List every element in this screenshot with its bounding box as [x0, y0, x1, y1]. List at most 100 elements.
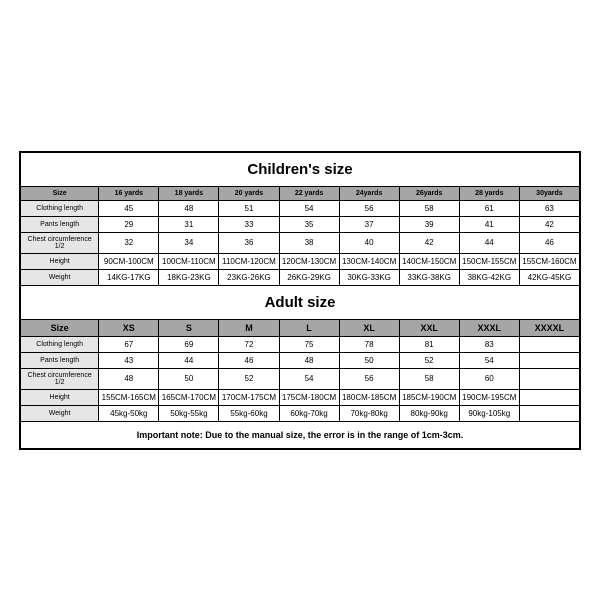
adult-cell-4-1: 45kg-50kg: [99, 405, 159, 421]
adult-cell-3-8: [519, 389, 579, 405]
children-cell-3-1: 90CM-100CM: [99, 253, 159, 269]
adult-cell-1-7: 54: [459, 352, 519, 368]
children-header-col-1: 16 yards: [99, 186, 159, 200]
adult-rowlabel-1: Pants length: [21, 352, 99, 368]
children-cell-4-7: 38KG-42KG: [459, 269, 519, 285]
adult-cell-0-4: 75: [279, 336, 339, 352]
adult-cell-3-5: 180CM-185CM: [339, 389, 399, 405]
children-header-size: Size: [21, 186, 99, 200]
adult-cell-1-6: 52: [399, 352, 459, 368]
adult-header-col-8: XXXXL: [519, 319, 579, 336]
children-cell-2-6: 42: [399, 232, 459, 253]
adult-header-col-6: XXL: [399, 319, 459, 336]
adult-cell-2-4: 54: [279, 368, 339, 389]
adult-cell-2-6: 58: [399, 368, 459, 389]
children-cell-3-8: 155CM-160CM: [519, 253, 579, 269]
adult-cell-2-7: 60: [459, 368, 519, 389]
children-header-col-5: 24yards: [339, 186, 399, 200]
children-cell-1-3: 33: [219, 216, 279, 232]
adult-cell-0-2: 69: [159, 336, 219, 352]
adult-cell-0-3: 72: [219, 336, 279, 352]
adult-cell-4-4: 60kg-70kg: [279, 405, 339, 421]
children-rowlabel-1: Pants length: [21, 216, 99, 232]
children-cell-2-2: 34: [159, 232, 219, 253]
children-header-col-8: 30yards: [519, 186, 579, 200]
adult-cell-2-8: [519, 368, 579, 389]
adult-header-col-3: M: [219, 319, 279, 336]
adult-cell-2-2: 50: [159, 368, 219, 389]
adult-rowlabel-3: Height: [21, 389, 99, 405]
adult-cell-0-8: [519, 336, 579, 352]
adult-header-col-7: XXXL: [459, 319, 519, 336]
size-chart: Children's sizeSize16 yards18 yards20 ya…: [19, 151, 581, 450]
children-cell-2-8: 46: [519, 232, 579, 253]
children-cell-4-4: 26KG-29KG: [279, 269, 339, 285]
children-cell-4-1: 14KG-17KG: [99, 269, 159, 285]
children-rowlabel-0: Clothing length: [21, 200, 99, 216]
children-cell-2-5: 40: [339, 232, 399, 253]
adult-cell-3-4: 175CM-180CM: [279, 389, 339, 405]
adult-header-col-5: XL: [339, 319, 399, 336]
adult-rowlabel-0: Clothing length: [21, 336, 99, 352]
children-rowlabel-3: Height: [21, 253, 99, 269]
children-cell-3-2: 100CM-110CM: [159, 253, 219, 269]
adult-cell-3-2: 165CM-170CM: [159, 389, 219, 405]
children-header-col-2: 18 yards: [159, 186, 219, 200]
adult-header-col-4: L: [279, 319, 339, 336]
adult-cell-4-7: 90kg-105kg: [459, 405, 519, 421]
adult-cell-1-2: 44: [159, 352, 219, 368]
adult-rowlabel-4: Weight: [21, 405, 99, 421]
children-cell-0-7: 61: [459, 200, 519, 216]
adult-cell-2-1: 48: [99, 368, 159, 389]
adult-cell-0-1: 67: [99, 336, 159, 352]
adult-cell-3-7: 190CM-195CM: [459, 389, 519, 405]
adult-cell-4-3: 55kg-60kg: [219, 405, 279, 421]
children-cell-1-7: 41: [459, 216, 519, 232]
children-cell-1-1: 29: [99, 216, 159, 232]
children-rowlabel-2: Chest circumference 1/2: [21, 232, 99, 253]
children-header-col-4: 22 yards: [279, 186, 339, 200]
adult-cell-2-5: 56: [339, 368, 399, 389]
adult-header-col-1: XS: [99, 319, 159, 336]
size-table: Children's sizeSize16 yards18 yards20 ya…: [20, 152, 580, 449]
adult-cell-4-8: [519, 405, 579, 421]
children-cell-1-2: 31: [159, 216, 219, 232]
children-cell-4-8: 42KG-45KG: [519, 269, 579, 285]
adult-cell-1-5: 50: [339, 352, 399, 368]
children-header-col-6: 26yards: [399, 186, 459, 200]
children-title: Children's size: [21, 152, 580, 186]
children-cell-1-5: 37: [339, 216, 399, 232]
children-cell-4-2: 18KG-23KG: [159, 269, 219, 285]
adult-cell-3-1: 155CM-165CM: [99, 389, 159, 405]
adult-title: Adult size: [21, 285, 580, 319]
children-header-col-3: 20 yards: [219, 186, 279, 200]
adult-cell-4-2: 50kg-55kg: [159, 405, 219, 421]
children-cell-2-1: 32: [99, 232, 159, 253]
adult-cell-0-5: 78: [339, 336, 399, 352]
children-cell-3-6: 140CM-150CM: [399, 253, 459, 269]
children-cell-0-1: 45: [99, 200, 159, 216]
children-cell-3-3: 110CM-120CM: [219, 253, 279, 269]
children-cell-0-6: 58: [399, 200, 459, 216]
children-cell-3-4: 120CM-130CM: [279, 253, 339, 269]
children-cell-0-2: 48: [159, 200, 219, 216]
adult-header-col-2: S: [159, 319, 219, 336]
children-cell-0-8: 63: [519, 200, 579, 216]
children-cell-0-4: 54: [279, 200, 339, 216]
children-cell-3-5: 130CM-140CM: [339, 253, 399, 269]
children-cell-0-5: 56: [339, 200, 399, 216]
adult-cell-0-6: 81: [399, 336, 459, 352]
children-cell-1-4: 35: [279, 216, 339, 232]
adult-cell-4-5: 70kg-80kg: [339, 405, 399, 421]
important-note: Important note: Due to the manual size, …: [21, 421, 580, 448]
adult-cell-1-1: 43: [99, 352, 159, 368]
children-cell-3-7: 150CM-155CM: [459, 253, 519, 269]
children-cell-4-5: 30KG-33KG: [339, 269, 399, 285]
children-header-col-7: 28 yards: [459, 186, 519, 200]
adult-cell-3-6: 185CM-190CM: [399, 389, 459, 405]
children-cell-2-7: 44: [459, 232, 519, 253]
adult-rowlabel-2: Chest circumference 1/2: [21, 368, 99, 389]
children-cell-1-6: 39: [399, 216, 459, 232]
children-cell-4-6: 33KG-38KG: [399, 269, 459, 285]
adult-cell-0-7: 83: [459, 336, 519, 352]
